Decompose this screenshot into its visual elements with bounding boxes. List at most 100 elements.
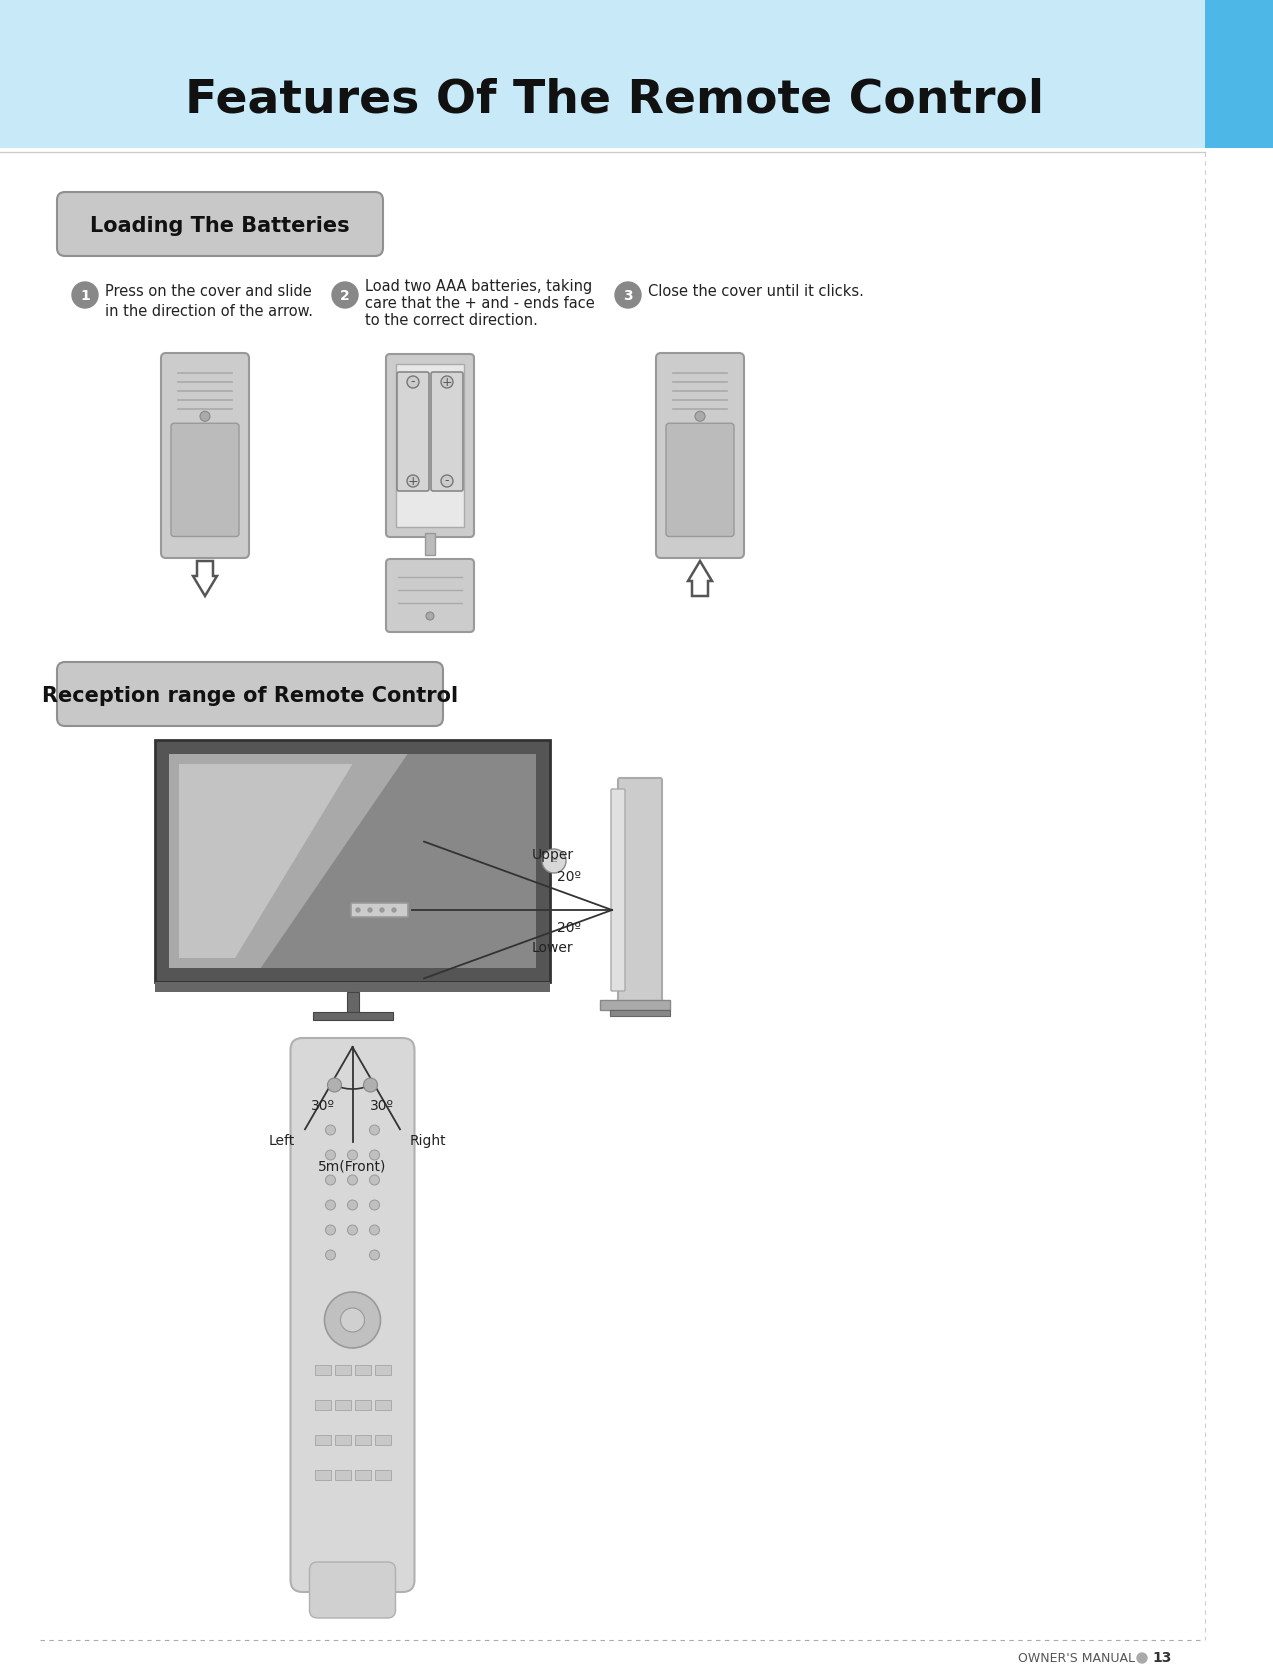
Circle shape <box>326 1149 336 1159</box>
Text: 30º: 30º <box>312 1099 335 1113</box>
Circle shape <box>407 376 419 388</box>
Bar <box>155 982 550 992</box>
FancyBboxPatch shape <box>335 1471 350 1481</box>
FancyBboxPatch shape <box>354 1435 370 1445</box>
Polygon shape <box>193 560 216 596</box>
Text: 30º: 30º <box>369 1099 393 1113</box>
Circle shape <box>381 908 384 912</box>
Text: 13: 13 <box>1152 1651 1171 1665</box>
Text: 1: 1 <box>80 289 90 303</box>
Circle shape <box>440 475 453 487</box>
Polygon shape <box>0 147 1273 1673</box>
Text: 20º: 20º <box>558 870 580 883</box>
FancyBboxPatch shape <box>290 1037 415 1593</box>
FancyBboxPatch shape <box>617 778 662 1002</box>
FancyBboxPatch shape <box>155 739 550 982</box>
Text: 5m(Front): 5m(Front) <box>318 1159 387 1174</box>
FancyBboxPatch shape <box>335 1400 350 1410</box>
Circle shape <box>348 1149 358 1159</box>
Text: Lower: Lower <box>532 940 574 955</box>
Bar <box>600 1000 670 1010</box>
FancyBboxPatch shape <box>386 355 474 537</box>
FancyBboxPatch shape <box>171 423 239 537</box>
Circle shape <box>340 1308 364 1332</box>
Circle shape <box>326 1174 336 1184</box>
Text: Load two AAA batteries, taking: Load two AAA batteries, taking <box>365 278 592 293</box>
Text: 20º: 20º <box>558 922 580 935</box>
FancyBboxPatch shape <box>397 371 429 490</box>
Text: 3: 3 <box>624 289 633 303</box>
FancyBboxPatch shape <box>432 371 463 490</box>
Polygon shape <box>179 765 353 959</box>
Text: OWNER'S MANUAL: OWNER'S MANUAL <box>1018 1651 1136 1665</box>
Text: -: - <box>444 475 449 487</box>
Circle shape <box>369 1149 379 1159</box>
Circle shape <box>326 1225 336 1235</box>
Circle shape <box>73 283 98 308</box>
FancyBboxPatch shape <box>309 1563 396 1618</box>
Circle shape <box>368 908 372 912</box>
Circle shape <box>426 612 434 621</box>
Circle shape <box>440 376 453 388</box>
Circle shape <box>369 1124 379 1134</box>
Text: =: = <box>550 857 558 865</box>
Circle shape <box>369 1250 379 1260</box>
Text: +: + <box>407 475 419 487</box>
Text: Loading The Batteries: Loading The Batteries <box>90 216 350 236</box>
Circle shape <box>200 412 210 422</box>
FancyBboxPatch shape <box>386 559 474 632</box>
FancyBboxPatch shape <box>314 1400 331 1410</box>
Circle shape <box>407 475 419 487</box>
FancyBboxPatch shape <box>374 1365 391 1375</box>
FancyBboxPatch shape <box>354 1471 370 1481</box>
FancyBboxPatch shape <box>314 1471 331 1481</box>
Circle shape <box>369 1200 379 1210</box>
Text: Right: Right <box>410 1134 447 1148</box>
Circle shape <box>1137 1653 1147 1663</box>
FancyBboxPatch shape <box>335 1435 350 1445</box>
FancyBboxPatch shape <box>354 1365 370 1375</box>
Circle shape <box>615 283 642 308</box>
FancyBboxPatch shape <box>374 1400 391 1410</box>
Circle shape <box>348 1225 358 1235</box>
FancyBboxPatch shape <box>160 353 250 559</box>
Text: Features Of The Remote Control: Features Of The Remote Control <box>186 77 1045 122</box>
FancyBboxPatch shape <box>312 1012 392 1021</box>
FancyBboxPatch shape <box>354 1400 370 1410</box>
Text: Press on the cover and slide: Press on the cover and slide <box>104 283 312 298</box>
Text: to the correct direction.: to the correct direction. <box>365 313 538 328</box>
Circle shape <box>348 1174 358 1184</box>
Bar <box>610 1010 670 1016</box>
FancyBboxPatch shape <box>611 790 625 990</box>
Text: +: + <box>442 375 452 388</box>
Circle shape <box>369 1225 379 1235</box>
FancyBboxPatch shape <box>666 423 735 537</box>
Text: Upper: Upper <box>532 848 574 862</box>
FancyBboxPatch shape <box>396 365 463 527</box>
Circle shape <box>326 1250 336 1260</box>
Text: Reception range of Remote Control: Reception range of Remote Control <box>42 686 458 706</box>
Circle shape <box>392 908 396 912</box>
Circle shape <box>332 283 358 308</box>
Text: 2: 2 <box>340 289 350 303</box>
Circle shape <box>369 1174 379 1184</box>
Circle shape <box>695 412 705 422</box>
FancyBboxPatch shape <box>57 663 443 726</box>
Circle shape <box>327 1077 341 1092</box>
Circle shape <box>542 848 566 873</box>
Text: -: - <box>411 375 415 388</box>
Circle shape <box>348 1200 358 1210</box>
FancyBboxPatch shape <box>351 903 409 917</box>
FancyBboxPatch shape <box>335 1365 350 1375</box>
Polygon shape <box>687 560 712 596</box>
FancyBboxPatch shape <box>314 1365 331 1375</box>
Circle shape <box>364 1077 378 1092</box>
Text: Left: Left <box>269 1134 295 1148</box>
Circle shape <box>326 1124 336 1134</box>
Circle shape <box>325 1292 381 1348</box>
Circle shape <box>356 908 360 912</box>
Text: care that the + and - ends face: care that the + and - ends face <box>365 296 594 311</box>
Bar <box>346 992 359 1012</box>
FancyBboxPatch shape <box>425 534 435 555</box>
Circle shape <box>326 1200 336 1210</box>
